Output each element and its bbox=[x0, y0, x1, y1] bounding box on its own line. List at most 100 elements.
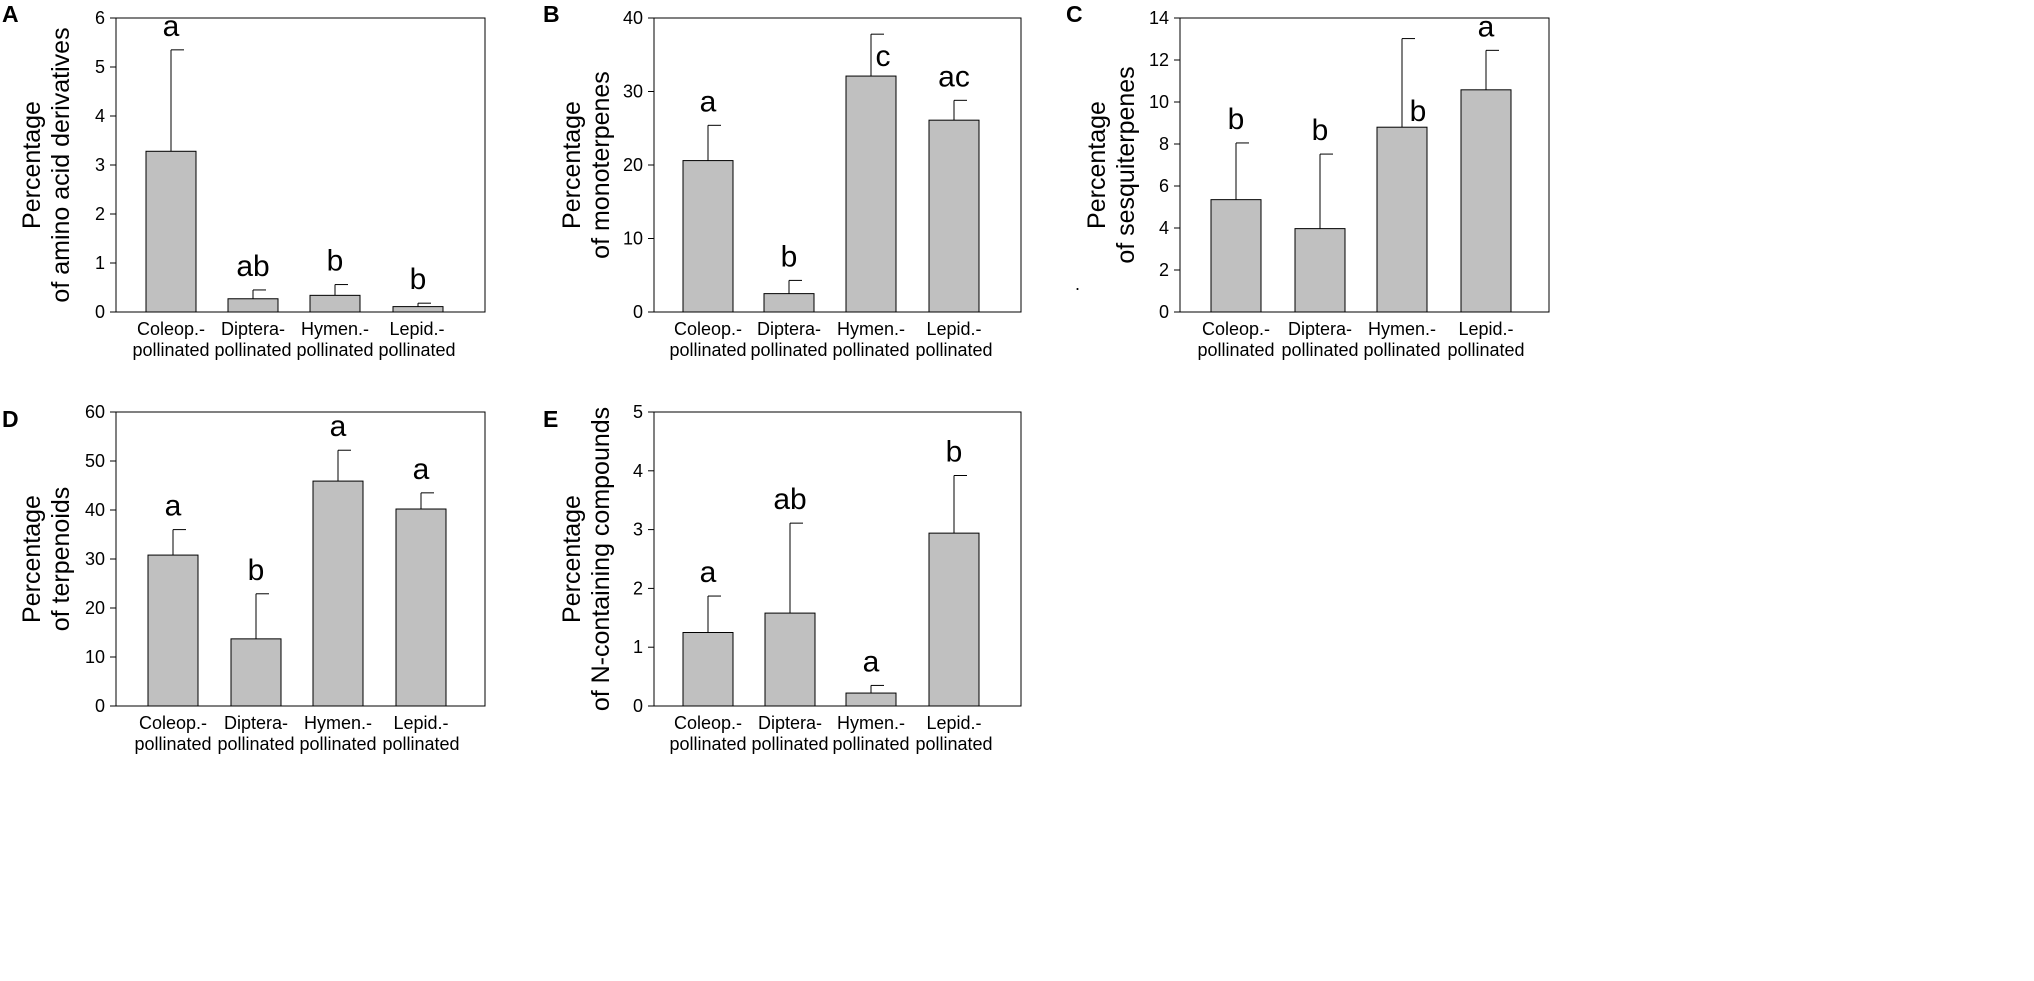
panel-a-category-label: pollinated bbox=[132, 340, 209, 360]
panel-d-category-label: pollinated bbox=[217, 734, 294, 754]
panel-d-category-label: Hymen.- bbox=[304, 713, 372, 733]
panel-b-category-label: pollinated bbox=[915, 340, 992, 360]
panel-b-category-label: Lepid.- bbox=[926, 319, 981, 339]
panel-c-category-label: pollinated bbox=[1363, 340, 1440, 360]
panel-c-ytick-label: 10 bbox=[1149, 92, 1169, 112]
panel-e-bar bbox=[845, 692, 897, 707]
panel-e-ytick-label: 2 bbox=[633, 578, 643, 598]
panel-c-ylabel-line: of sesquiterpenes bbox=[1112, 66, 1140, 263]
panel-d-ylabel-line: Percentage bbox=[18, 495, 46, 623]
panel-b-ytick-label: 20 bbox=[623, 155, 643, 175]
panel-c-ytick-label: 12 bbox=[1149, 50, 1169, 70]
panel-d-sig-letter: a bbox=[330, 410, 347, 443]
panel-b-bar bbox=[763, 293, 815, 313]
panel-d-sig-letter: a bbox=[413, 453, 430, 486]
panel-a-bar bbox=[309, 294, 361, 313]
panel-c-ytick-label: 0 bbox=[1159, 302, 1169, 322]
panel-d-ytick-label: 40 bbox=[85, 500, 105, 520]
panel-a-label: A bbox=[2, 1, 19, 27]
panel-d-bar bbox=[395, 508, 447, 707]
panel-d-ytick-label: 0 bbox=[95, 696, 105, 716]
panel-b-ylabel-line: of monoterpenes bbox=[587, 71, 615, 259]
panel-e-category-label: pollinated bbox=[669, 734, 746, 754]
panel-c-bar bbox=[1294, 228, 1346, 313]
panel-a-ylabel-line: of amino acid derivatives bbox=[47, 27, 75, 302]
panel-c-label: C bbox=[1066, 1, 1083, 27]
panel-b-sig-letter: b bbox=[781, 240, 798, 273]
panel-b-sig-letter: c bbox=[876, 40, 891, 73]
panel-d-label: D bbox=[2, 406, 19, 432]
panel-b-sig-letter: ac bbox=[938, 60, 970, 93]
panel-c-ytick-label: 8 bbox=[1159, 134, 1169, 154]
panel-a-ylabel: Percentageof amino acid derivatives bbox=[18, 27, 75, 302]
panel-b-category-label: Diptera- bbox=[757, 319, 821, 339]
panel-e-bar bbox=[928, 532, 980, 707]
panel-d-ytick-label: 60 bbox=[85, 402, 105, 422]
panel-c-sig-letter: a bbox=[1478, 10, 1495, 43]
panel-d-category-label: pollinated bbox=[299, 734, 376, 754]
panel-b-ylabel-line: Percentage bbox=[558, 101, 586, 229]
panel-e-ytick-label: 0 bbox=[633, 696, 643, 716]
panel-a-sig-letter: b bbox=[410, 263, 427, 296]
panel-b-ytick-label: 30 bbox=[623, 82, 643, 102]
panel-c-ytick-label: 14 bbox=[1149, 8, 1169, 28]
panel-a-category-label: pollinated bbox=[296, 340, 373, 360]
panel-e-ytick-label: 3 bbox=[633, 520, 643, 540]
panel-d-ytick-label: 10 bbox=[85, 647, 105, 667]
panel-c-sig-letter: b bbox=[1410, 95, 1427, 128]
panel-e-sig-letter: ab bbox=[773, 483, 806, 516]
panel-b-label: B bbox=[543, 1, 560, 27]
panel-a-ytick-label: 6 bbox=[95, 8, 105, 28]
panel-c-category-label: pollinated bbox=[1281, 340, 1358, 360]
panel-b-ylabel: Percentageof monoterpenes bbox=[558, 71, 615, 259]
panel-a-ytick-label: 1 bbox=[95, 253, 105, 273]
panel-b-category-label: Coleop.- bbox=[674, 319, 742, 339]
panel-a-bar bbox=[392, 306, 444, 313]
panel-e-sig-letter: a bbox=[863, 645, 880, 678]
panel-c-plot-frame bbox=[1179, 17, 1550, 313]
panel-d-category-label: pollinated bbox=[382, 734, 459, 754]
panel-d-category-label: Diptera- bbox=[224, 713, 288, 733]
panel-d-bar bbox=[312, 480, 364, 707]
panel-e-category-label: Hymen.- bbox=[837, 713, 905, 733]
panel-c-sig-letter: b bbox=[1312, 114, 1329, 147]
panel-a-category-label: Lepid.- bbox=[389, 319, 444, 339]
panel-c-category-label: Lepid.- bbox=[1458, 319, 1513, 339]
panel-a-sig-letter: ab bbox=[236, 250, 269, 283]
panel-e-sig-letter: b bbox=[946, 436, 963, 469]
panel-b-sig-letter: a bbox=[700, 85, 717, 118]
panel-c-ytick-label: 4 bbox=[1159, 218, 1169, 238]
panel-a-sig-letter: b bbox=[327, 245, 344, 278]
panel-d-ytick-label: 50 bbox=[85, 451, 105, 471]
panel-d-category-label: Coleop.- bbox=[139, 713, 207, 733]
panel-b-bar bbox=[928, 119, 980, 313]
panel-e-bar bbox=[764, 612, 816, 707]
panel-a-bar bbox=[227, 298, 279, 313]
panel-a-category-label: pollinated bbox=[214, 340, 291, 360]
panel-a-sig-letter: a bbox=[163, 10, 180, 43]
panel-b-ytick-label: 0 bbox=[633, 302, 643, 322]
panel-a-ytick-label: 3 bbox=[95, 155, 105, 175]
panel-e-category-label: Lepid.- bbox=[926, 713, 981, 733]
panel-d-ytick-label: 30 bbox=[85, 549, 105, 569]
panel-e-category-label: pollinated bbox=[915, 734, 992, 754]
panel-e-ylabel-line: of N-containing compounds bbox=[587, 407, 615, 711]
panel-a-bar bbox=[145, 150, 197, 313]
panel-c-ylabel: Percentageof sesquiterpenes bbox=[1083, 66, 1140, 263]
panel-b-bar bbox=[682, 160, 734, 313]
panel-d-category-label: Lepid.- bbox=[393, 713, 448, 733]
panel-b-category-label: Hymen.- bbox=[837, 319, 905, 339]
panel-c-ytick-label: 2 bbox=[1159, 260, 1169, 280]
panel-a-category-label: Diptera- bbox=[221, 319, 285, 339]
panel-a-category-label: Hymen.- bbox=[301, 319, 369, 339]
panel-d-sig-letter: a bbox=[165, 490, 182, 523]
panel-e-category-label: pollinated bbox=[751, 734, 828, 754]
panel-a-ytick-label: 4 bbox=[95, 106, 105, 126]
panel-a-ytick-label: 0 bbox=[95, 302, 105, 322]
panel-e-label: E bbox=[543, 406, 558, 432]
panel-d-bar bbox=[147, 554, 199, 707]
panel-e-ylabel: Percentageof N-containing compounds bbox=[558, 407, 615, 711]
panel-d-bar bbox=[230, 638, 282, 707]
panel-e-sig-letter: a bbox=[700, 556, 717, 589]
